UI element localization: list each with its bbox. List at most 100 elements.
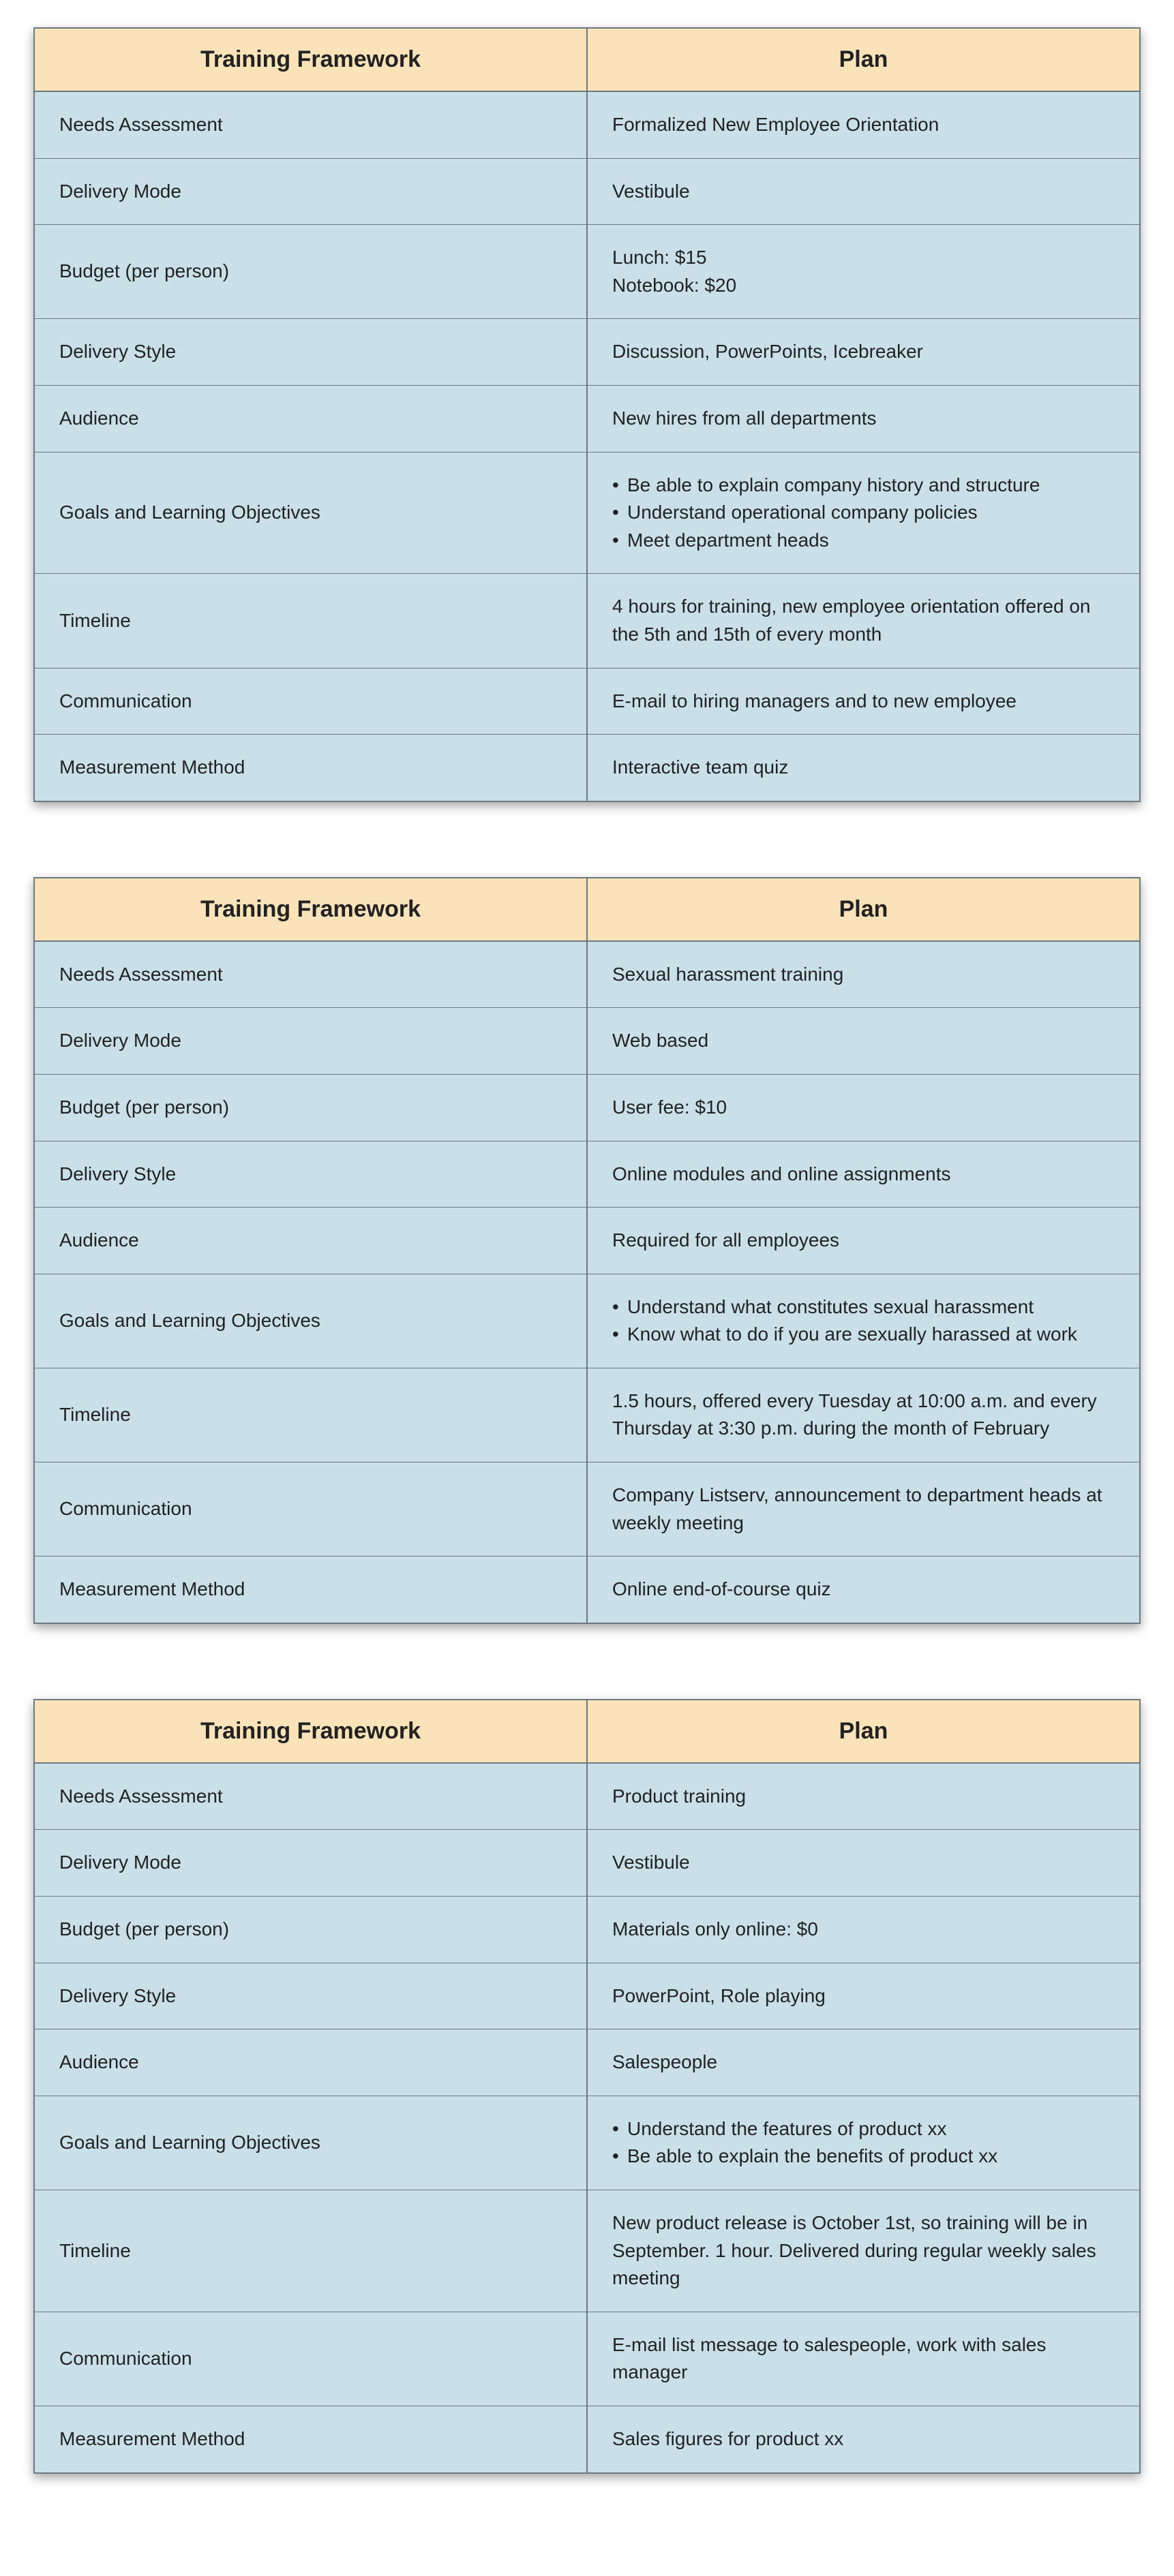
framework-cell: Needs Assessment [35, 941, 587, 1008]
plan-cell: Understand the features of product xxBe … [587, 2096, 1139, 2190]
table-row: Goals and Learning Objectives Understand … [35, 2096, 1139, 2190]
plan-cell: Web based [587, 1008, 1139, 1075]
plan-bullet: Understand what constitutes sexual haras… [612, 1293, 1115, 1321]
plan-bullet: Understand the features of product xx [612, 2115, 1115, 2143]
plan-line: Notebook: $20 [612, 272, 1115, 300]
framework-cell: Timeline [35, 574, 587, 668]
table-row: Budget (per person)User fee: $10 [35, 1074, 1139, 1141]
framework-cell: Goals and Learning Objectives [35, 1274, 587, 1368]
plan-bullets: Understand the features of product xxBe … [612, 2115, 1115, 2171]
framework-cell: Delivery Style [35, 1963, 587, 2029]
framework-cell: Communication [35, 2312, 587, 2406]
plan-cell: Interactive team quiz [587, 735, 1139, 801]
framework-cell: Delivery Mode [35, 1008, 587, 1075]
framework-cell: Audience [35, 2029, 587, 2096]
plan-lines: Lunch: $15Notebook: $20 [612, 244, 1115, 299]
plan-cell: Sexual harassment training [587, 941, 1139, 1008]
framework-cell: Budget (per person) [35, 225, 587, 319]
framework-cell: Delivery Style [35, 1141, 587, 1208]
table-row: Timeline4 hours for training, new employ… [35, 574, 1139, 668]
plan-cell: New hires from all departments [587, 385, 1139, 452]
plan-cell: E-mail list message to salespeople, work… [587, 2312, 1139, 2406]
table-row: TimelineNew product release is October 1… [35, 2190, 1139, 2312]
framework-cell: Needs Assessment [35, 91, 587, 158]
plan-bullet: Be able to explain company history and s… [612, 472, 1115, 500]
column-header: Training Framework [35, 1700, 587, 1763]
table-row: Delivery StyleDiscussion, PowerPoints, I… [35, 319, 1139, 386]
column-header: Plan [587, 878, 1139, 941]
framework-cell: Goals and Learning Objectives [35, 2096, 587, 2190]
table-row: Measurement MethodOnline end-of-course q… [35, 1557, 1139, 1623]
plan-cell: Vestibule [587, 1830, 1139, 1897]
framework-cell: Budget (per person) [35, 1074, 587, 1141]
plan-cell: User fee: $10 [587, 1074, 1139, 1141]
training-table: Training FrameworkPlanNeeds AssessmentSe… [33, 877, 1141, 1624]
table: Training FrameworkPlanNeeds AssessmentPr… [35, 1700, 1139, 2472]
plan-cell: Vestibule [587, 158, 1139, 225]
plan-cell: Online end-of-course quiz [587, 1557, 1139, 1623]
framework-cell: Delivery Style [35, 319, 587, 386]
table: Training FrameworkPlanNeeds AssessmentSe… [35, 878, 1139, 1623]
plan-cell: Lunch: $15Notebook: $20 [587, 225, 1139, 319]
plan-cell: New product release is October 1st, so t… [587, 2190, 1139, 2312]
framework-cell: Measurement Method [35, 2406, 587, 2472]
table-row: Delivery ModeVestibule [35, 158, 1139, 225]
framework-cell: Delivery Mode [35, 1830, 587, 1897]
framework-cell: Communication [35, 1462, 587, 1557]
framework-cell: Needs Assessment [35, 1763, 587, 1830]
table: Training FrameworkPlanNeeds AssessmentFo… [35, 29, 1139, 801]
plan-cell: PowerPoint, Role playing [587, 1963, 1139, 2029]
framework-cell: Audience [35, 385, 587, 452]
table-row: Delivery ModeVestibule [35, 1830, 1139, 1897]
table-row: Budget (per person) Lunch: $15Notebook: $… [35, 225, 1139, 319]
table-row: CommunicationE-mail list message to sale… [35, 2312, 1139, 2406]
training-table: Training FrameworkPlanNeeds AssessmentFo… [33, 27, 1141, 802]
table-row: Goals and Learning Objectives Understand … [35, 1274, 1139, 1368]
table-row: AudienceNew hires from all departments [35, 385, 1139, 452]
table-row: Budget (per person)Materials only online… [35, 1897, 1139, 1963]
plan-line: Lunch: $15 [612, 244, 1115, 272]
plan-bullet: Understand operational company policies [612, 499, 1115, 527]
table-row: Needs AssessmentSexual harassment traini… [35, 941, 1139, 1008]
plan-cell: Required for all employees [587, 1208, 1139, 1274]
plan-bullet: Meet department heads [612, 527, 1115, 555]
plan-cell: Sales figures for product xx [587, 2406, 1139, 2472]
table-row: Needs AssessmentFormalized New Employee … [35, 91, 1139, 158]
framework-cell: Budget (per person) [35, 1897, 587, 1963]
plan-cell: Product training [587, 1763, 1139, 1830]
plan-cell: Understand what constitutes sexual haras… [587, 1274, 1139, 1368]
plan-cell: Company Listserv, announcement to depart… [587, 1462, 1139, 1557]
framework-cell: Measurement Method [35, 735, 587, 801]
framework-cell: Timeline [35, 1368, 587, 1462]
plan-cell: 1.5 hours, offered every Tuesday at 10:0… [587, 1368, 1139, 1462]
plan-cell: 4 hours for training, new employee orien… [587, 574, 1139, 668]
plan-cell: Be able to explain company history and s… [587, 452, 1139, 574]
plan-cell: Materials only online: $0 [587, 1897, 1139, 1963]
framework-cell: Delivery Mode [35, 158, 587, 225]
table-row: AudienceSalespeople [35, 2029, 1139, 2096]
table-row: Delivery ModeWeb based [35, 1008, 1139, 1075]
plan-bullet: Know what to do if you are sexually hara… [612, 1321, 1115, 1349]
plan-cell: Formalized New Employee Orientation [587, 91, 1139, 158]
framework-cell: Measurement Method [35, 1557, 587, 1623]
table-row: Timeline1.5 hours, offered every Tuesday… [35, 1368, 1139, 1462]
table-row: Needs AssessmentProduct training [35, 1763, 1139, 1830]
training-table: Training FrameworkPlanNeeds AssessmentPr… [33, 1699, 1141, 2474]
plan-bullets: Understand what constitutes sexual haras… [612, 1293, 1115, 1349]
column-header: Plan [587, 29, 1139, 91]
table-row: CommunicationE-mail to hiring managers a… [35, 668, 1139, 735]
column-header: Training Framework [35, 29, 587, 91]
framework-cell: Timeline [35, 2190, 587, 2312]
plan-cell: Discussion, PowerPoints, Icebreaker [587, 319, 1139, 386]
column-header: Training Framework [35, 878, 587, 941]
plan-bullets: Be able to explain company history and s… [612, 472, 1115, 555]
plan-cell: E-mail to hiring managers and to new emp… [587, 668, 1139, 735]
framework-cell: Goals and Learning Objectives [35, 452, 587, 574]
framework-cell: Communication [35, 668, 587, 735]
table-row: Measurement MethodInteractive team quiz [35, 735, 1139, 801]
plan-cell: Online modules and online assignments [587, 1141, 1139, 1208]
column-header: Plan [587, 1700, 1139, 1763]
table-row: Measurement MethodSales figures for prod… [35, 2406, 1139, 2472]
table-row: Goals and Learning Objectives Be able to … [35, 452, 1139, 574]
tables-container: Training FrameworkPlanNeeds AssessmentFo… [27, 27, 1147, 2474]
